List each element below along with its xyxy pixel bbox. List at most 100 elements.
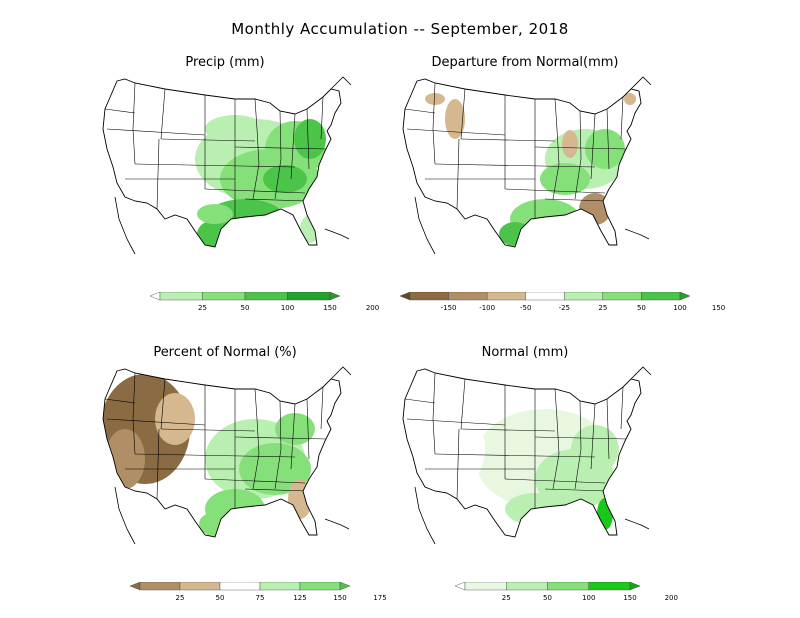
legend-swatch [159, 292, 203, 301]
legend-tick-label: 125 [293, 594, 307, 602]
state-boundary [620, 386, 624, 430]
legend-tick-label: 50 [240, 304, 250, 312]
state-boundary [456, 138, 460, 210]
legend-swatch [464, 582, 507, 591]
legend-tick-label: -150 [440, 304, 457, 312]
state-boundary [160, 88, 166, 140]
state-boundary [460, 378, 466, 430]
normal-panel: Normal (mm) [395, 345, 655, 575]
state-boundary [606, 398, 610, 460]
legend-tick-label: 150 [623, 594, 637, 602]
canada-coast [330, 76, 352, 90]
florida-keys [624, 228, 650, 240]
legend-swatch [455, 582, 466, 591]
state-boundary [406, 128, 506, 136]
state-boundary [156, 428, 160, 500]
field-region [624, 93, 636, 105]
precip-field [425, 409, 619, 530]
legend-swatch [525, 292, 565, 301]
legend-tick-label: -50 [519, 304, 532, 312]
state-boundary [620, 96, 624, 140]
state-boundary [574, 110, 582, 200]
legend-swatch [547, 582, 589, 591]
legend-tick-label: 25 [198, 304, 207, 312]
state-boundary [134, 453, 296, 458]
legend-swatch [329, 292, 340, 301]
field-region [425, 93, 445, 105]
florida-keys [324, 228, 350, 240]
state-boundary [306, 108, 310, 170]
precip-panel: Precip (mm) [95, 55, 355, 285]
state-boundary [132, 82, 136, 165]
florida-keys [324, 518, 350, 530]
field-region [579, 193, 611, 225]
legend-tick-label: 25 [501, 594, 511, 602]
legend-swatch [564, 292, 604, 301]
state-boundary [320, 96, 324, 140]
panel-title-departure: Departure from Normal(mm) [431, 55, 619, 70]
baja-coast [414, 196, 436, 255]
state-boundary [456, 428, 460, 500]
state-boundary [552, 98, 560, 200]
legend-tick-label: 25 [175, 594, 185, 602]
baja-coast [114, 196, 136, 255]
legend-tick-label: 200 [365, 304, 380, 312]
state-boundary [534, 146, 628, 150]
field-region [540, 163, 590, 195]
legend-tick-label: -25 [558, 304, 570, 312]
canada-coast [330, 366, 352, 380]
state-boundary [552, 388, 560, 490]
state-boundary [234, 146, 328, 150]
legend-swatch [588, 582, 631, 591]
state-boundary [590, 113, 596, 180]
legend-swatch [150, 292, 161, 301]
legend-swatch [130, 582, 141, 591]
legend-tick-label: 25 [598, 304, 608, 312]
state-boundary [460, 138, 556, 142]
field-region [105, 429, 145, 489]
legend-swatch [448, 292, 488, 301]
state-boundary [434, 163, 596, 168]
legend-colorbar [130, 582, 350, 591]
panel-title-normal: Normal (mm) [481, 345, 569, 360]
main-title: Monthly Accumulation -- September, 2018 [231, 20, 569, 38]
state-boundary [574, 400, 582, 490]
field-region [288, 479, 312, 519]
state-boundary [460, 428, 556, 432]
state-boundary [504, 188, 606, 194]
field-region [597, 498, 613, 530]
state-boundary [590, 403, 596, 470]
legend-swatch [179, 582, 221, 591]
us-outline [402, 368, 642, 538]
normal-legend: 25 50 100 150 200 [455, 582, 678, 604]
field-region [199, 512, 231, 536]
field-region [275, 413, 315, 445]
precip-field [195, 115, 326, 247]
percent-panel: Percent of Normal (%) [95, 345, 355, 575]
legend-tick-label: 50 [543, 594, 552, 602]
departure-map [402, 76, 652, 255]
legend-tick-label: 150 [323, 304, 337, 312]
state-boundary [104, 108, 136, 114]
legend-colorbar [400, 292, 690, 301]
precip-legend: 25 50 100 150 200 [150, 292, 379, 314]
state-boundary [160, 428, 256, 432]
departure-legend: -150 -100 -50 -25 25 50 100 150 [400, 292, 725, 314]
legend-swatch [629, 582, 640, 591]
legend-tick-label: 50 [636, 304, 646, 312]
state-boundary [160, 378, 166, 430]
legend-tick-label: 150 [711, 304, 726, 312]
field-region [425, 409, 485, 489]
state-boundary [244, 488, 308, 492]
us-outline [402, 78, 642, 248]
state-boundary [156, 138, 160, 210]
canada-coast [630, 76, 652, 90]
field-region [155, 393, 195, 445]
state-boundary [234, 436, 328, 440]
state-boundary [290, 403, 296, 470]
legend-swatch [486, 292, 526, 301]
state-boundary [204, 188, 306, 194]
state-boundary [106, 418, 206, 426]
state-boundary [106, 128, 206, 136]
normal-map [402, 366, 652, 545]
